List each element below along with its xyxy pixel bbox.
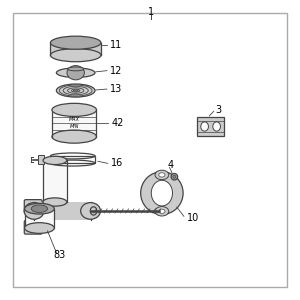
Ellipse shape [52,130,97,143]
Text: MIN: MIN [70,124,79,129]
Ellipse shape [25,223,54,233]
FancyBboxPatch shape [13,13,287,287]
Ellipse shape [141,172,183,214]
Text: 10: 10 [187,213,200,223]
FancyBboxPatch shape [43,160,67,202]
Ellipse shape [213,122,220,131]
Text: 16: 16 [111,158,124,168]
FancyBboxPatch shape [38,155,44,164]
Ellipse shape [43,156,67,165]
Text: 1: 1 [148,7,154,17]
FancyBboxPatch shape [197,117,224,136]
FancyBboxPatch shape [52,110,97,136]
Ellipse shape [159,173,165,177]
FancyBboxPatch shape [50,43,101,55]
Ellipse shape [90,207,97,215]
Ellipse shape [155,207,169,216]
Ellipse shape [56,84,95,97]
Ellipse shape [67,66,84,80]
FancyBboxPatch shape [34,202,91,220]
Ellipse shape [25,203,54,214]
Text: 13: 13 [110,84,122,94]
Ellipse shape [201,122,208,131]
Text: 4: 4 [168,160,174,170]
FancyBboxPatch shape [24,200,42,213]
Text: 12: 12 [110,66,122,76]
Ellipse shape [171,173,178,180]
Text: 42: 42 [111,118,124,128]
Ellipse shape [50,49,101,62]
Ellipse shape [74,90,78,91]
Ellipse shape [56,68,95,77]
Ellipse shape [159,209,165,213]
Ellipse shape [43,198,67,206]
Ellipse shape [28,225,33,230]
Ellipse shape [81,202,100,219]
Text: 11: 11 [110,40,122,50]
Text: MAX: MAX [69,117,80,122]
Ellipse shape [24,202,44,219]
Ellipse shape [173,175,176,178]
FancyBboxPatch shape [25,209,54,228]
Ellipse shape [68,67,84,71]
Ellipse shape [50,36,101,49]
Ellipse shape [42,227,49,232]
Ellipse shape [155,170,169,180]
FancyBboxPatch shape [24,220,42,234]
Ellipse shape [151,180,172,206]
Text: 3: 3 [215,105,221,115]
Ellipse shape [31,205,48,212]
Text: 83: 83 [53,250,65,260]
Ellipse shape [28,204,33,209]
Ellipse shape [52,103,97,116]
